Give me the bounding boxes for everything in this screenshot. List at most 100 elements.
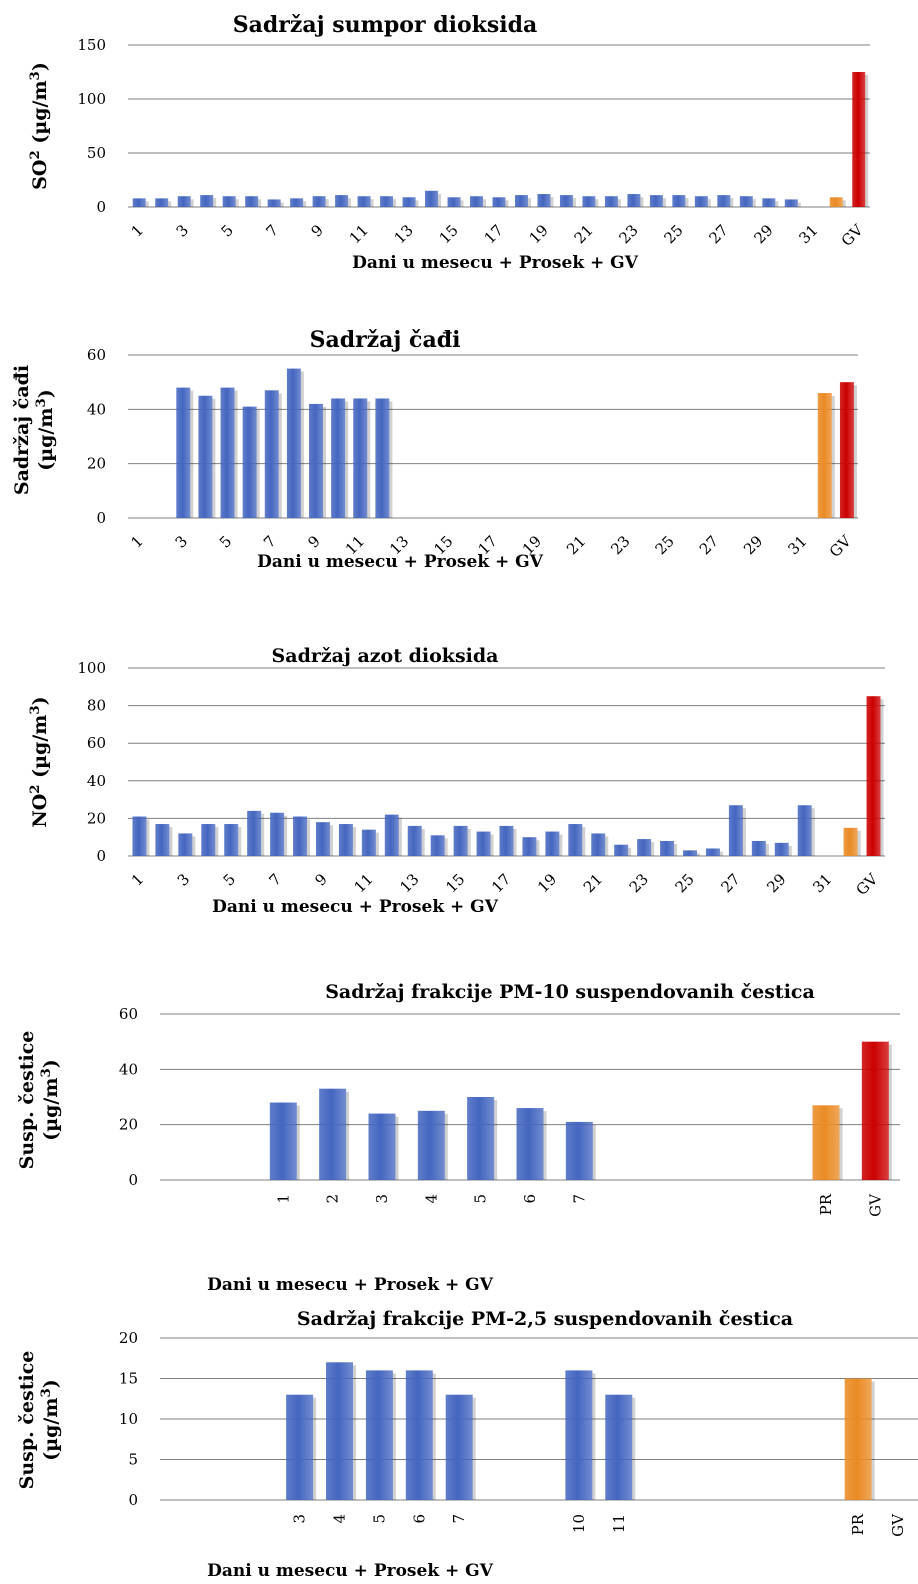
bar bbox=[155, 824, 170, 856]
y-axis-label-line: Susp. čestice bbox=[16, 1031, 38, 1170]
bar-shadow bbox=[329, 825, 333, 856]
bar bbox=[335, 195, 349, 207]
bar-shadow bbox=[256, 409, 260, 518]
bar-shadow bbox=[543, 1111, 547, 1180]
bar-shadow bbox=[421, 828, 425, 856]
bar bbox=[201, 824, 216, 856]
bar-shadow bbox=[888, 1044, 892, 1180]
x-tick-label: 5 bbox=[220, 870, 239, 889]
x-tick-label: 19 bbox=[526, 221, 552, 247]
chart-pm25: 0 5 10 15 20 3 4 5 6 7 10 11 PR GV Sadržaj frakcije PM… bbox=[0, 1290, 918, 1584]
x-tick-label: 31 bbox=[784, 532, 810, 558]
bar-shadow bbox=[797, 202, 801, 207]
bar bbox=[407, 825, 422, 856]
bar bbox=[844, 1378, 872, 1500]
bar-shadow bbox=[415, 200, 419, 207]
bar-shadow bbox=[536, 840, 540, 856]
bar bbox=[269, 1102, 297, 1180]
bar-shadow bbox=[280, 202, 284, 207]
bar bbox=[470, 196, 484, 207]
x-tick-label: GV bbox=[826, 531, 856, 561]
bar-shadow bbox=[527, 198, 531, 207]
bar bbox=[604, 196, 618, 207]
bar bbox=[286, 368, 301, 518]
bar-shadow bbox=[582, 827, 586, 856]
x-tick-label: 17 bbox=[481, 221, 507, 247]
bar bbox=[368, 1113, 396, 1180]
bar bbox=[591, 833, 606, 856]
bar-shadow bbox=[367, 401, 371, 518]
bar-shadow bbox=[261, 813, 265, 856]
bar-shadow bbox=[353, 1365, 357, 1500]
y-tick-label: 50 bbox=[87, 144, 106, 162]
label-part: (µg/m bbox=[29, 715, 51, 785]
bar-shadow bbox=[662, 198, 666, 207]
bar-shadow bbox=[238, 827, 242, 856]
bar bbox=[568, 824, 583, 856]
x-tick-label: 1 bbox=[274, 1194, 292, 1204]
bar-shadow bbox=[395, 1116, 399, 1180]
bar bbox=[866, 696, 881, 856]
x-tick-label: 13 bbox=[391, 221, 417, 247]
bar bbox=[326, 1362, 354, 1500]
bar-shadow bbox=[811, 808, 815, 856]
bar bbox=[357, 196, 371, 207]
x-tick-label: 4 bbox=[422, 1194, 440, 1204]
chart-soot: 0 20 40 60 1 3 5 7 9 11 13 15 17 19 21 23 25 27 29 31 GV Sadr… bbox=[0, 320, 918, 590]
label-part: 3 bbox=[34, 398, 49, 407]
label-part: 2 bbox=[28, 150, 43, 159]
x-axis-label: Dani u mesecu + Prosek + GV bbox=[207, 1561, 494, 1581]
x-tick-label: 9 bbox=[304, 532, 323, 551]
x-tick-label: 21 bbox=[571, 221, 597, 247]
bar-shadow bbox=[775, 201, 779, 207]
bar-shadow bbox=[651, 842, 655, 856]
bar bbox=[293, 816, 308, 856]
bar-shadow bbox=[168, 201, 172, 207]
bar-shadow bbox=[472, 1397, 476, 1500]
bar bbox=[649, 195, 663, 207]
bar bbox=[705, 848, 720, 856]
x-tick-label: 31 bbox=[795, 221, 821, 247]
bar bbox=[245, 196, 259, 207]
y-tick-label: 40 bbox=[87, 400, 106, 418]
x-tick-label: 25 bbox=[672, 870, 698, 896]
y-tick-label: 20 bbox=[87, 809, 106, 827]
bar bbox=[309, 403, 324, 518]
y-tick-label: 60 bbox=[87, 734, 106, 752]
bar-shadow bbox=[235, 199, 239, 207]
bar-shadow bbox=[483, 199, 487, 207]
x-tick-label: 25 bbox=[652, 532, 678, 558]
y-tick-label: 100 bbox=[77, 90, 106, 108]
x-tick-label: GV bbox=[838, 220, 868, 250]
x-tick-label: 17 bbox=[488, 870, 514, 896]
x-tick-label: 15 bbox=[436, 221, 462, 247]
bar bbox=[290, 198, 304, 207]
bar bbox=[331, 398, 346, 518]
y-tick-label: 20 bbox=[119, 1329, 138, 1347]
bar-shadow bbox=[617, 199, 621, 207]
bar-shadow bbox=[375, 832, 379, 856]
y-tick-label: 60 bbox=[87, 346, 106, 364]
y-axis-label-line: Susp. čestice bbox=[16, 1351, 38, 1490]
bar bbox=[683, 850, 698, 856]
x-tick-label: 23 bbox=[626, 870, 652, 896]
x-tick-label: 11 bbox=[610, 1514, 628, 1533]
chart-title: Sadržaj čađi bbox=[310, 327, 461, 353]
bar-shadow bbox=[258, 199, 262, 207]
bar-shadow bbox=[572, 198, 576, 207]
x-axis-label: Dani u mesecu + Prosek + GV bbox=[352, 253, 639, 273]
bar-shadow bbox=[752, 199, 756, 207]
x-tick-label: 9 bbox=[311, 870, 330, 889]
bar bbox=[812, 1105, 840, 1180]
label-part: 3 bbox=[39, 1388, 54, 1397]
bar bbox=[516, 1108, 544, 1180]
label-part: Susp. čestice bbox=[16, 1031, 38, 1170]
label-part: Sadržaj čađi bbox=[11, 365, 33, 495]
bar bbox=[447, 197, 461, 207]
label-part: 2 bbox=[28, 784, 43, 793]
bar bbox=[270, 812, 285, 856]
bar bbox=[829, 197, 843, 207]
bar-shadow bbox=[278, 393, 282, 518]
x-tick-label: 21 bbox=[563, 532, 589, 558]
bar bbox=[224, 824, 239, 856]
